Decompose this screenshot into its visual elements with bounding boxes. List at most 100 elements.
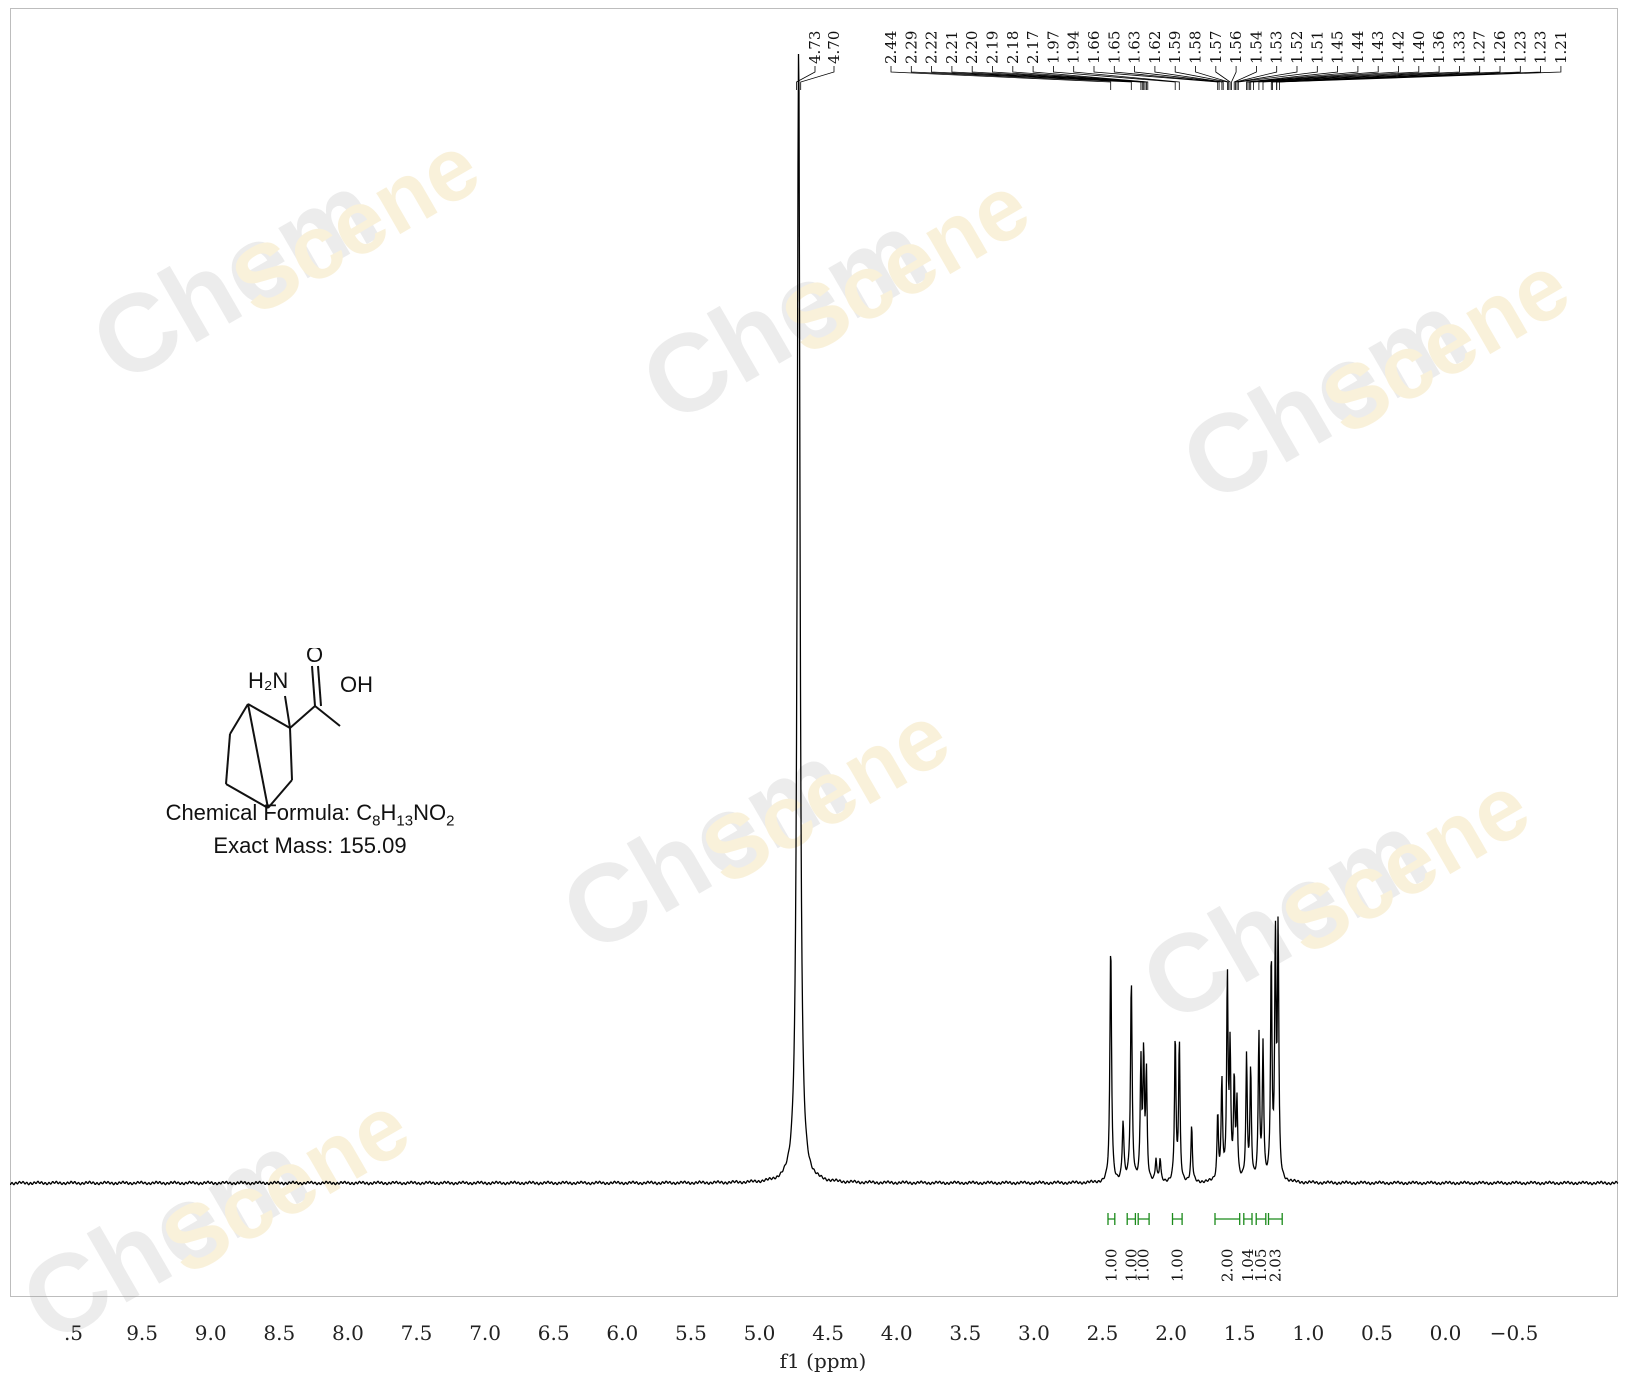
x-tick-label: 0.0 bbox=[1430, 1321, 1462, 1345]
x-tick-label: 0.5 bbox=[1361, 1321, 1393, 1345]
peak-leader-line bbox=[1235, 66, 1278, 90]
peak-label: 1.26 bbox=[1491, 31, 1509, 64]
peak-label: 1.42 bbox=[1390, 31, 1408, 64]
peak-leader-line bbox=[1270, 66, 1481, 90]
integral-value: 1.00 bbox=[1122, 1249, 1140, 1282]
peak-label: 2.44 bbox=[882, 31, 900, 64]
peak-label: 2.19 bbox=[984, 31, 1002, 64]
peak-label: 2.22 bbox=[923, 31, 941, 64]
peak-label: 1.23 bbox=[1532, 31, 1550, 64]
peak-label: 1.23 bbox=[1511, 31, 1529, 64]
peak-leader-line bbox=[931, 66, 1142, 90]
hydroxyl-label: OH bbox=[340, 672, 373, 697]
integral-bracket bbox=[1171, 1213, 1183, 1225]
x-tick-label: 1.0 bbox=[1292, 1321, 1324, 1345]
peak-leader-line bbox=[1279, 66, 1562, 90]
peak-leader-line bbox=[1236, 66, 1298, 90]
x-tick-label: 3.5 bbox=[949, 1321, 981, 1345]
peak-label: 1.97 bbox=[1044, 31, 1062, 64]
x-tick-label: 5.5 bbox=[675, 1321, 707, 1345]
peak-label: 1.51 bbox=[1308, 31, 1326, 64]
peak-label: 2.21 bbox=[943, 31, 961, 64]
peak-label: 2.20 bbox=[963, 31, 981, 64]
amine-label: H₂N bbox=[248, 668, 288, 693]
peak-leader-line bbox=[971, 66, 1145, 90]
x-tick-label: 4.0 bbox=[881, 1321, 913, 1345]
formula-part: 2 bbox=[446, 812, 455, 830]
integral-bracket bbox=[1107, 1213, 1116, 1225]
peak-leader-line bbox=[1253, 66, 1420, 90]
peak-leader-line bbox=[910, 66, 1132, 90]
peak-leader-line bbox=[1250, 66, 1399, 90]
peak-label: 1.62 bbox=[1146, 31, 1164, 64]
x-tick-label: 9.5 bbox=[126, 1321, 158, 1345]
integral-value: 1.00 bbox=[1168, 1249, 1186, 1282]
peak-label: 1.65 bbox=[1105, 31, 1123, 64]
peak-leader-line bbox=[1012, 66, 1147, 90]
peak-label: 1.36 bbox=[1430, 31, 1448, 64]
peak-label: 1.57 bbox=[1207, 31, 1225, 64]
peak-leader-line bbox=[1093, 66, 1219, 90]
peak-leader-line bbox=[1262, 66, 1460, 90]
peak-leader-line bbox=[1053, 66, 1176, 90]
formula-part: C bbox=[356, 800, 373, 825]
peak-leader-line bbox=[800, 66, 835, 90]
peak-label: 1.54 bbox=[1247, 31, 1265, 64]
peak-leader-line bbox=[1247, 66, 1359, 90]
peak-label: 1.27 bbox=[1471, 31, 1489, 64]
peak-label: 1.43 bbox=[1369, 31, 1387, 64]
peak-leader-line bbox=[1113, 66, 1220, 90]
carbonyl-oxygen-label: O bbox=[306, 648, 323, 667]
peak-label: 1.58 bbox=[1187, 31, 1205, 64]
peak-leader-line bbox=[1195, 66, 1230, 90]
peak-label: 1.59 bbox=[1166, 31, 1184, 64]
integral-group: 1.00 1.001.00 1.00 2.00 1.041.052.03 bbox=[1102, 1213, 1284, 1282]
peak-leader-line bbox=[1233, 66, 1257, 90]
formula-part: 13 bbox=[396, 812, 414, 830]
integral-bracket bbox=[1267, 1213, 1283, 1225]
peak-label: 1.21 bbox=[1552, 31, 1570, 64]
integral-value: 1.04 bbox=[1239, 1249, 1257, 1282]
integral-value: 1.00 bbox=[1102, 1249, 1120, 1282]
spectrum-trace bbox=[10, 53, 1619, 1186]
plot-frame bbox=[10, 8, 1618, 1297]
peak-label: 1.45 bbox=[1329, 31, 1347, 64]
integral-bracket bbox=[1137, 1213, 1150, 1225]
peak-leader-line bbox=[1248, 66, 1379, 90]
integral-value: 2.03 bbox=[1266, 1249, 1284, 1282]
peak-label-group: 4.73 4.70 2.44 2.29 2.22 2.21 2.20 2.19 2.18 2.17… bbox=[796, 31, 1570, 90]
peak-leader-line bbox=[1032, 66, 1149, 90]
x-tick-label: 2.0 bbox=[1155, 1321, 1187, 1345]
x-tick-label: .5 bbox=[64, 1321, 83, 1345]
integral-bracket bbox=[1243, 1213, 1253, 1225]
peak-label: 4.73 bbox=[806, 31, 824, 64]
peak-leader-line bbox=[1154, 66, 1224, 90]
x-tick-label: 8.0 bbox=[332, 1321, 364, 1345]
integral-value: 1.00 bbox=[1135, 1249, 1153, 1282]
exact-mass: Exact Mass: 155.09 bbox=[213, 833, 407, 858]
x-tick-label: 6.5 bbox=[538, 1321, 570, 1345]
peak-label: 1.33 bbox=[1450, 31, 1468, 64]
x-tick-label: 7.0 bbox=[469, 1321, 501, 1345]
x-tick-label: −0.5 bbox=[1490, 1321, 1539, 1345]
peak-leader-line bbox=[951, 66, 1143, 90]
peak-leader-line bbox=[1231, 66, 1237, 90]
peak-label: 2.29 bbox=[902, 31, 920, 64]
x-tick-label: 4.5 bbox=[812, 1321, 844, 1345]
x-tick-label: 2.5 bbox=[1087, 1321, 1119, 1345]
formula-part: NO bbox=[413, 800, 447, 825]
x-tick-label: 5.0 bbox=[744, 1321, 776, 1345]
peak-leader-line bbox=[1272, 66, 1501, 90]
peak-leader-line bbox=[796, 66, 816, 90]
peak-label: 2.18 bbox=[1004, 31, 1022, 64]
peak-leader-line bbox=[1174, 66, 1228, 90]
x-axis: .5 9.5 9.0 8.5 8.0 7.5 7.0 6.5 6.0 5.5 5.0 4.5 4.0 3.… bbox=[64, 1321, 1538, 1345]
x-tick-label: 1.5 bbox=[1224, 1321, 1256, 1345]
integral-bracket bbox=[1126, 1213, 1137, 1225]
x-tick-label: 3.0 bbox=[1018, 1321, 1050, 1345]
peak-label: 1.40 bbox=[1410, 31, 1428, 64]
x-axis-label: f1 (ppm) bbox=[780, 1349, 867, 1373]
peak-leader-line bbox=[1073, 66, 1180, 90]
peak-leader-line bbox=[1258, 66, 1440, 90]
